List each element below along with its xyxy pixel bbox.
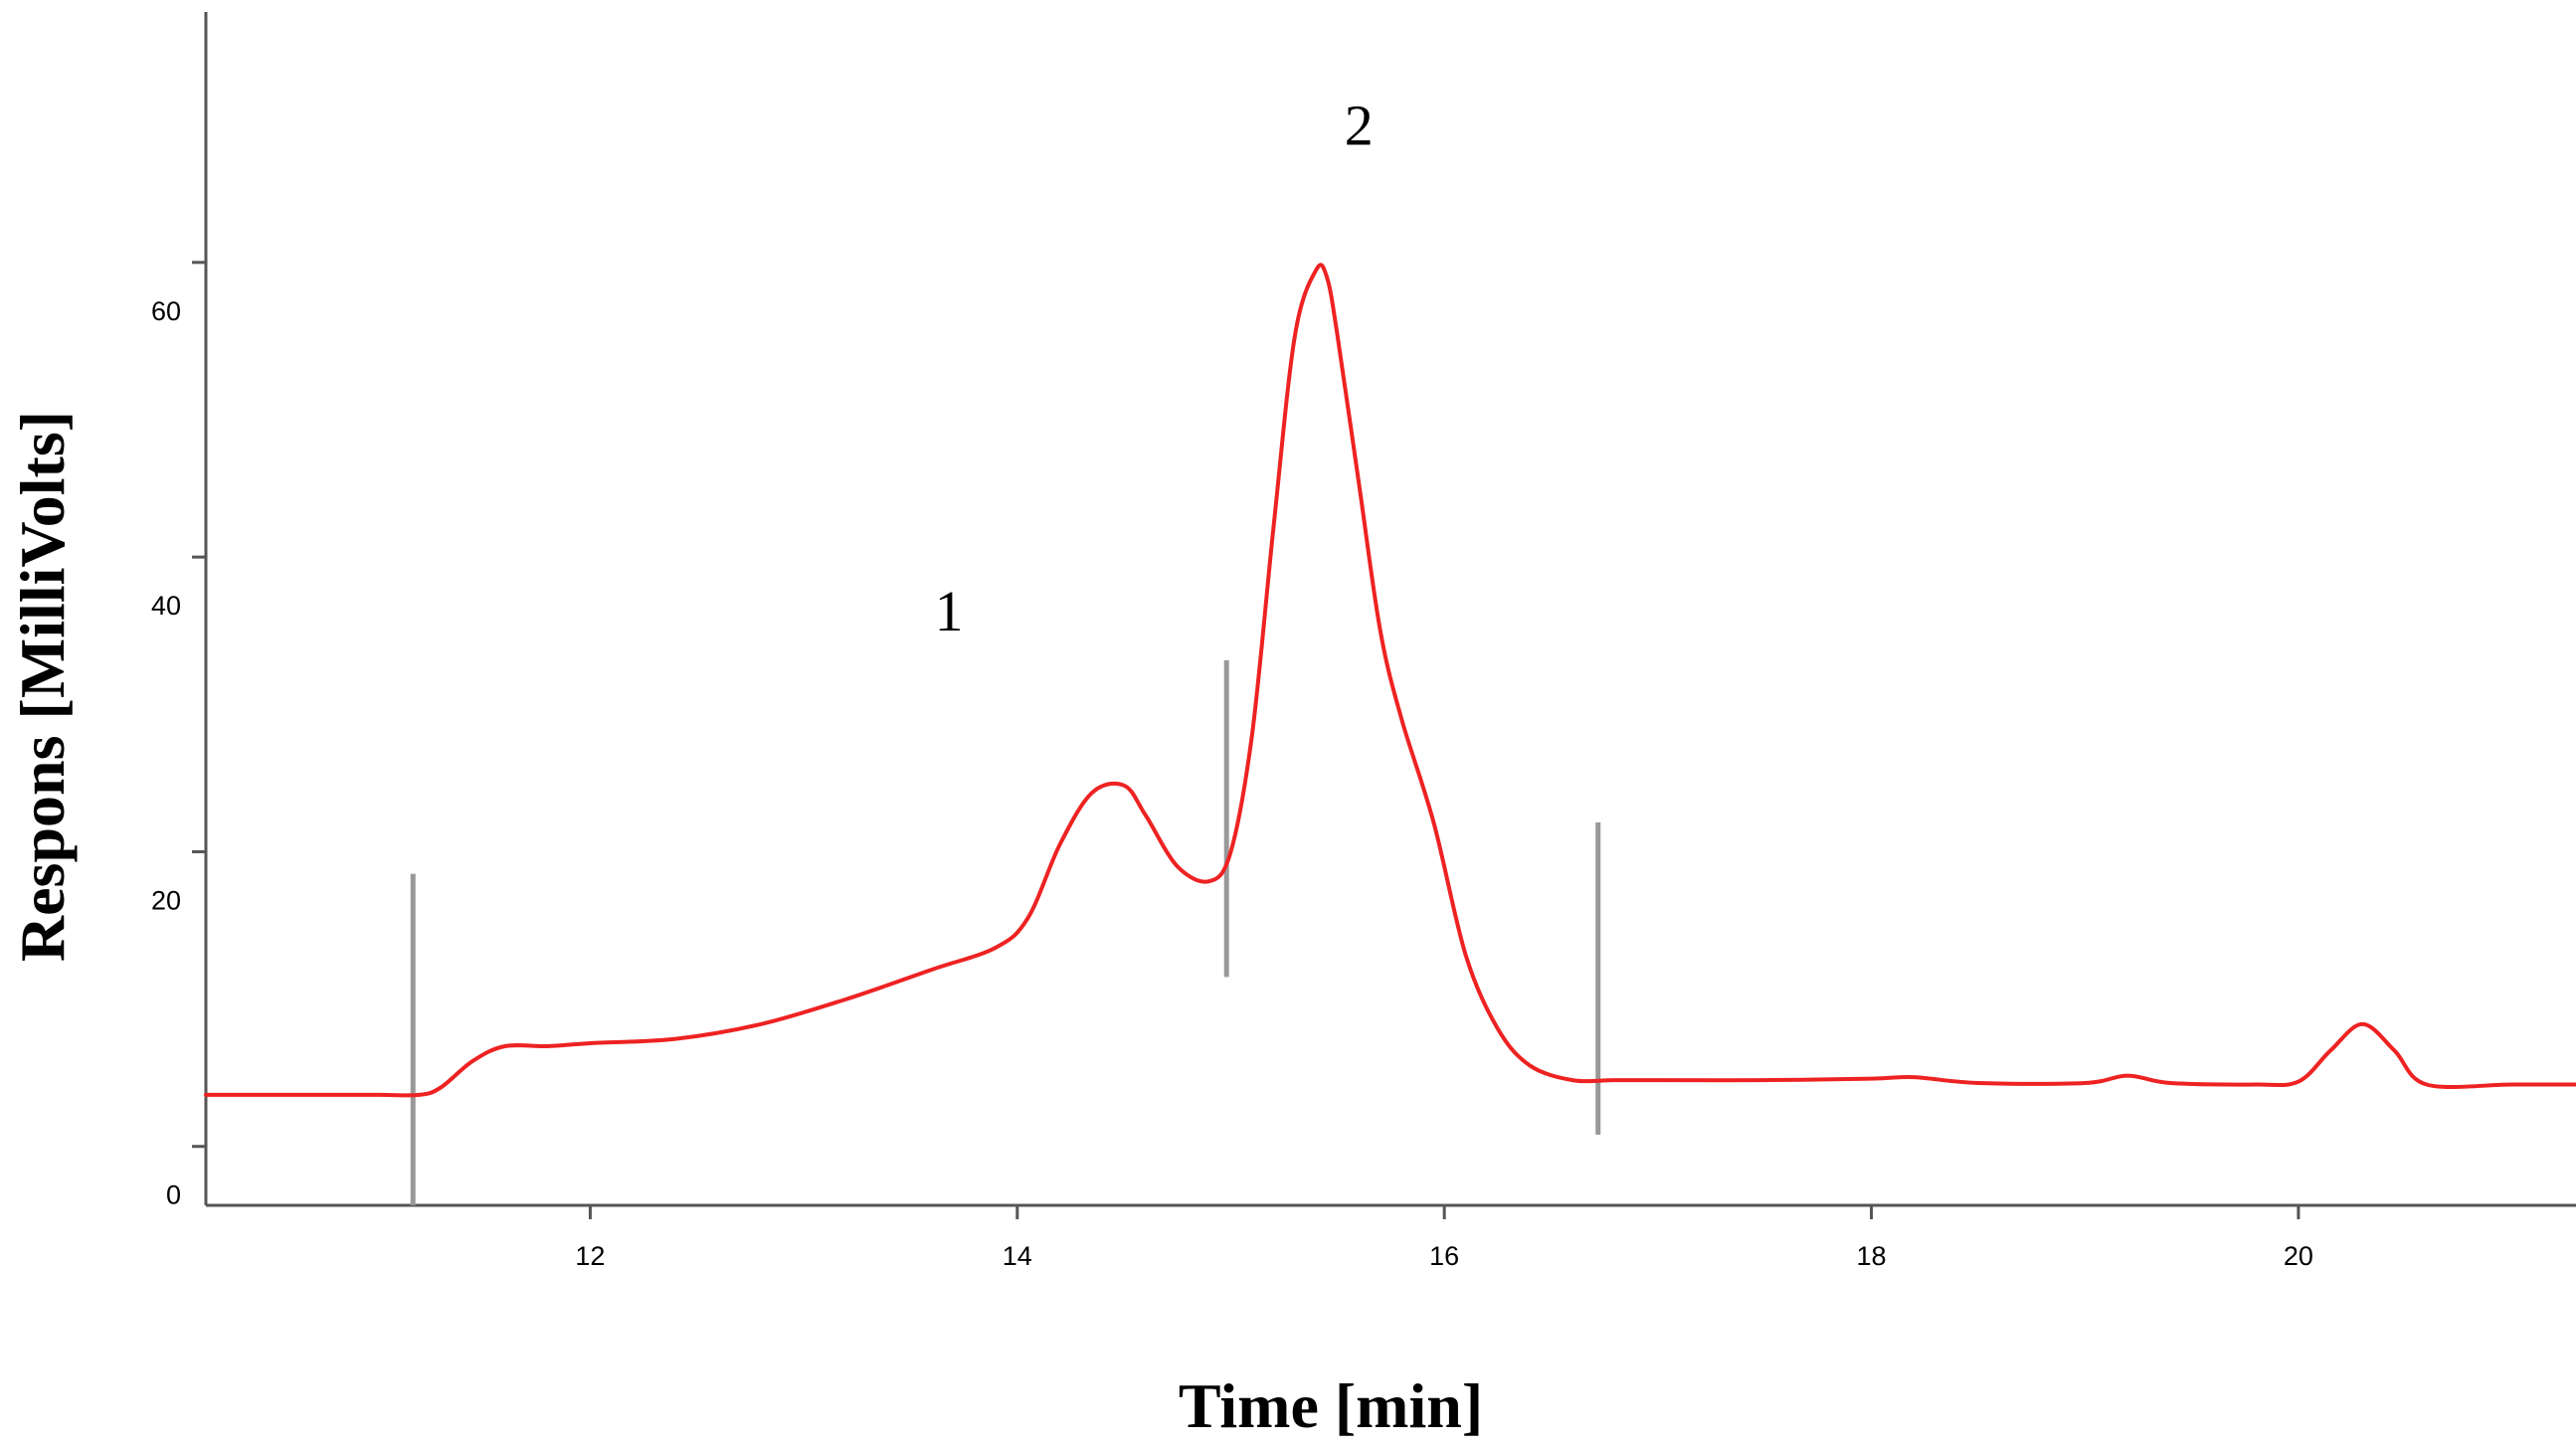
x-tick-label: 14: [1003, 1241, 1032, 1271]
axes: [204, 12, 2576, 1207]
y-tick-label: 40: [151, 591, 181, 621]
y-tick-label: 60: [151, 296, 181, 326]
x-tick-label: 12: [575, 1241, 605, 1271]
x-axis-title: Time [min]: [1179, 1370, 1483, 1441]
peak-annotations: 12: [935, 92, 1374, 643]
y-axis-title: Respons [MilliVolts]: [7, 411, 78, 962]
x-ticks: 12 14 16 18 20: [575, 1205, 2313, 1271]
x-tick-label: 16: [1429, 1241, 1459, 1271]
y-tick-label: 20: [151, 885, 181, 915]
x-tick-label: 18: [1857, 1241, 1887, 1271]
y-tick-label: 0: [166, 1180, 181, 1210]
y-ticks: 0 20 40 60: [151, 261, 206, 1210]
series-line: [204, 263, 2576, 1098]
integration-markers: [410, 659, 1601, 1205]
peak-label: 2: [1345, 92, 1374, 157]
peak-label: 1: [935, 579, 964, 643]
x-tick-label: 20: [2284, 1241, 2313, 1271]
